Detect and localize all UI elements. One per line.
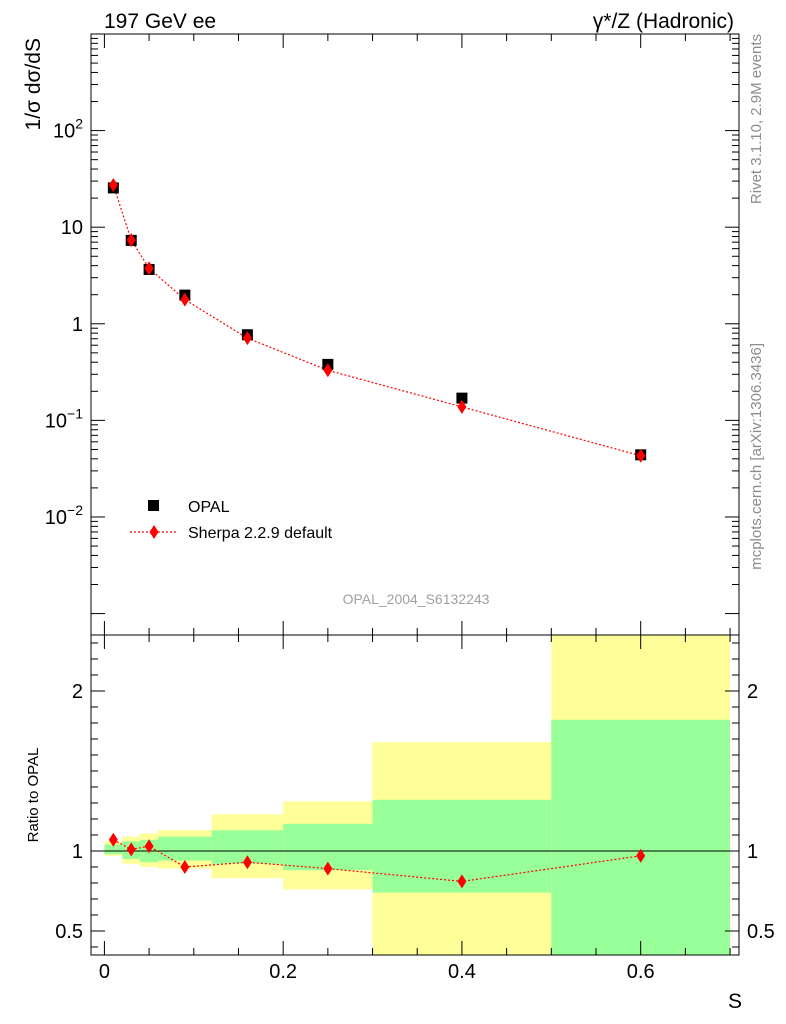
inner-uncertainty-band: [551, 719, 731, 955]
ratio-sherpa-point: [323, 861, 333, 876]
sherpa-point: [126, 233, 136, 248]
legend: OPAL Sherpa 2.2.9 default: [130, 499, 333, 542]
main-plot-frame: [90, 33, 740, 636]
ratio-x-tick-label: 0.4: [448, 961, 476, 983]
ratio-y-axis-label: Ratio to OPAL: [25, 748, 42, 843]
sherpa-point: [242, 331, 252, 346]
main-plot-ticks: [91, 34, 739, 635]
ratio-sherpa-point: [457, 874, 467, 889]
ratio-sherpa-point: [108, 832, 118, 847]
main-plot-y-tick-label: 1: [72, 314, 83, 336]
ratio-y-tick-label: 2: [72, 681, 83, 703]
ratio-sherpa-points: [108, 832, 646, 889]
sherpa-point: [108, 178, 118, 193]
mcplots-label: mcplots.cern.ch [arXiv:1306.3436]: [748, 343, 765, 570]
ratio-sherpa-point: [144, 839, 154, 854]
main-plot-y-tick-label: 102: [53, 116, 83, 143]
sherpa-point: [636, 448, 646, 463]
ratio-sherpa-point: [242, 855, 252, 870]
opal-point: [456, 392, 468, 404]
ratio-x-tick-label: 0.2: [269, 961, 297, 983]
ratio-plot-frame: [90, 634, 740, 956]
uncertainty-bands: [104, 635, 731, 955]
inner-uncertainty-band: [104, 844, 123, 855]
main-plot-y-tick-label: 10−1: [45, 405, 83, 432]
ratio-plot-tick-labels: 0 0.2 0.4 0.6 0.5 0.5 1 1 2 2: [55, 681, 775, 983]
sherpa-point: [180, 292, 190, 307]
legend-sherpa-marker: [149, 525, 159, 539]
energy-label: 197 GeV ee: [104, 10, 216, 33]
sherpa-point: [457, 399, 467, 414]
process-label: γ*/Z (Hadronic): [593, 10, 734, 33]
legend-opal-label: OPAL: [188, 499, 230, 516]
sherpa-point: [144, 261, 154, 276]
ratio-y-tick-label: 1: [72, 841, 83, 863]
main-plot-panel: 10−2 10−1 1 10 102 1/σ dσ/dS OPAL_2004_S6132…: [22, 33, 740, 636]
ratio-sherpa-point: [636, 848, 646, 863]
ratio-plot-ticks: [91, 635, 739, 955]
opal-points: [107, 182, 647, 461]
ratio-x-tick-label: 0.6: [627, 961, 655, 983]
main-plot-y-tick-label: 10: [61, 217, 83, 239]
rivet-version-label: Rivet 3.1.10, 2.9M events: [748, 34, 765, 204]
ratio-x-tick-label: 0: [99, 961, 110, 983]
x-axis-label: S: [728, 990, 742, 1013]
sherpa-line: [112, 184, 641, 457]
ratio-sherpa-point: [180, 860, 190, 874]
ratio-y-tick-label-right: 1: [747, 841, 758, 863]
legend-sherpa-label: Sherpa 2.2.9 default: [188, 525, 333, 542]
main-plot-y-tick-labels: 10−2 10−1 1 10 102: [45, 116, 83, 529]
analysis-watermark: OPAL_2004_S6132243: [343, 591, 490, 607]
main-plot-y-tick-label: 10−2: [45, 502, 83, 529]
main-plot-y-axis-label: 1/σ dσ/dS: [22, 38, 45, 130]
ratio-y-tick-label-right: 2: [747, 681, 758, 703]
legend-opal-marker: [148, 500, 159, 511]
ratio-y-tick-label-right: 0.5: [747, 921, 775, 943]
ratio-y-tick-label: 0.5: [55, 921, 83, 943]
sherpa-point: [323, 363, 333, 378]
sherpa-points: [108, 178, 646, 463]
ratio-sherpa-point: [126, 842, 136, 857]
ratio-plot-panel: 0 0.2 0.4 0.6 0.5 0.5 1 1 2 2 Ratio to OPAL S: [25, 634, 775, 1013]
inner-uncertainty-band: [158, 836, 212, 861]
